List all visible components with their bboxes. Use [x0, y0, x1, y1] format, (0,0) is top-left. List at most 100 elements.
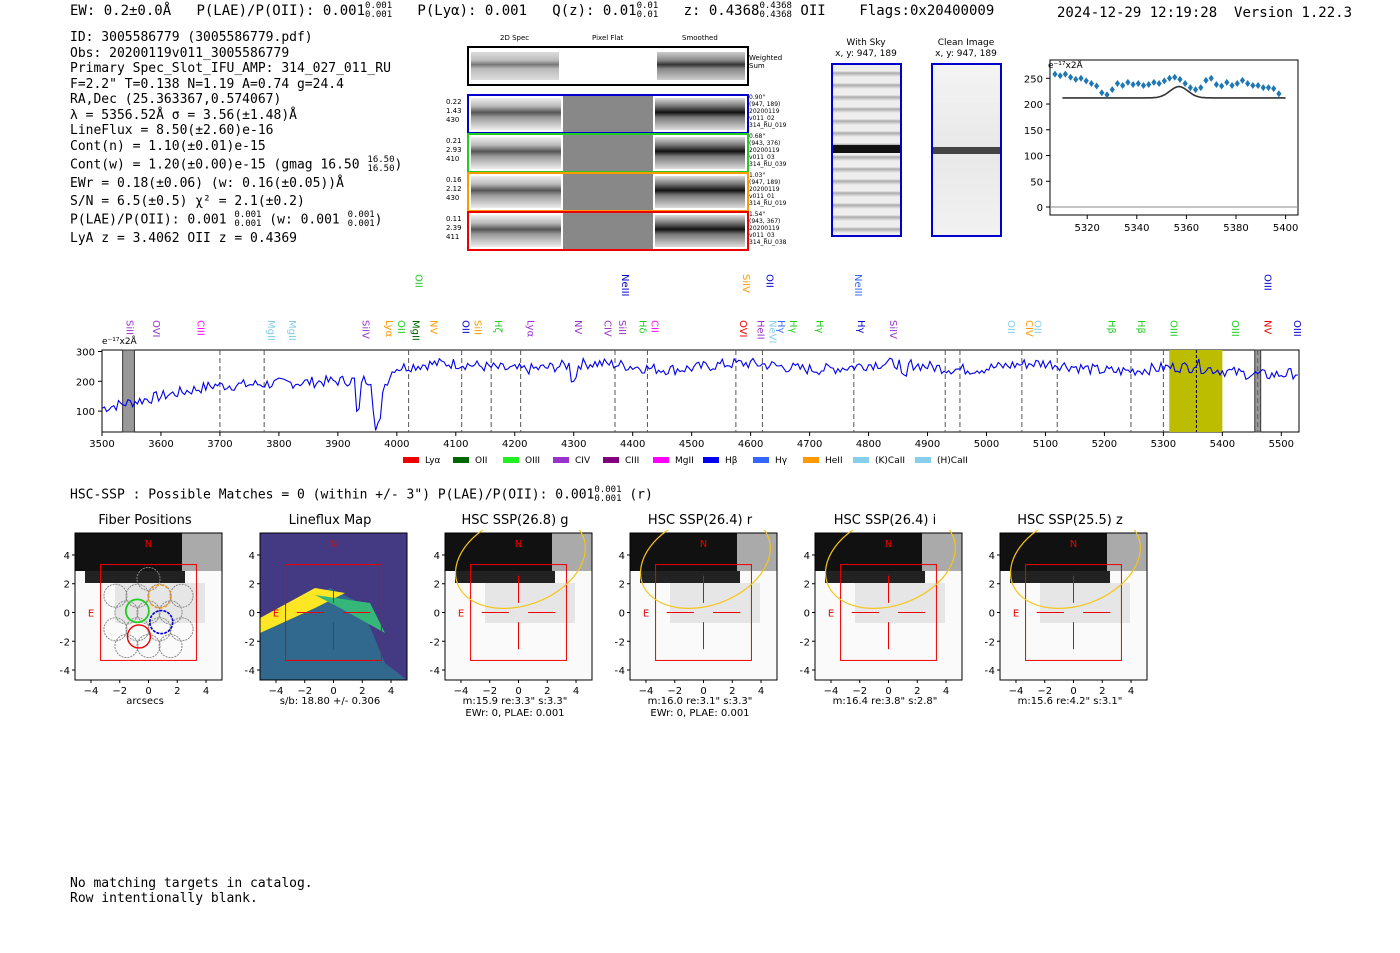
east-label: E — [273, 609, 279, 620]
row-stat: 0.21 — [446, 137, 462, 145]
full-ytick-label: 200 — [76, 377, 95, 388]
weighted-label: Weighted Sum — [749, 54, 783, 70]
with-sky-image — [831, 63, 902, 237]
hsc-panel-caption: s/b: 18.80 +/- 0.306 — [279, 696, 381, 707]
hsc-ytick-label: −4 — [985, 666, 995, 677]
zoom-xtick-label: 5380 — [1223, 223, 1248, 234]
zoom-data-point — [1109, 86, 1115, 94]
legend-swatch — [703, 457, 719, 463]
row-right-info: 0.68" (943, 376) 20200119 v011_03 314_RU_039 — [749, 133, 786, 168]
hsc-xtick-label: 4 — [388, 686, 394, 697]
hsc-panel-image: N E 4 2 0 −2 −4 −4 −2 0 2 4 — [615, 530, 778, 697]
galaxy-ellipse — [824, 530, 956, 609]
line-label: OVI — [150, 320, 161, 338]
hsc-panel-title: Fiber Positions — [98, 513, 192, 528]
legend-swatch — [653, 457, 669, 463]
info-id: ID: 3005586779 (3005586779.pdf) — [70, 30, 313, 45]
full-xtick-label: 3700 — [207, 439, 232, 450]
row-info: v011_03 — [749, 154, 775, 161]
fiber-circle — [158, 600, 183, 625]
legend-label: Hβ — [725, 456, 738, 465]
hsc-panel-caption: arcsecs — [126, 696, 164, 707]
row-smoothed — [655, 137, 745, 169]
row-info: 314_RU_019 — [749, 122, 787, 129]
line-label: Hγ — [855, 320, 866, 334]
legend-swatch — [603, 457, 619, 463]
line-label: CIV — [601, 320, 612, 337]
full-xtick-label: 4200 — [502, 439, 527, 450]
line-label: NV — [427, 320, 438, 334]
hsc-xtick-label: 4 — [1128, 686, 1134, 697]
hsc-xtick-label: 2 — [729, 686, 735, 697]
full-xtick-label: 5500 — [1269, 439, 1294, 450]
line-label: OIII — [1167, 320, 1178, 337]
row-smoothed — [655, 98, 745, 130]
north-label: N — [1070, 539, 1077, 550]
line-label: Hβ — [1135, 320, 1146, 334]
info-contw: Cont(w) = 1.20(±0.00)e-15 (gmag 16.50 16… — [70, 155, 403, 174]
row-stat: 0.22 — [446, 98, 462, 106]
hsc-ytick-label: 2 — [434, 580, 440, 591]
zoom-data-point — [1213, 80, 1220, 88]
zoom-data-point — [1151, 78, 1157, 86]
hsc-gray-band — [737, 533, 777, 571]
line-label: OII — [460, 320, 471, 334]
full-xtick-label: 4600 — [738, 439, 763, 450]
hsc-ytick-label: 4 — [989, 551, 995, 562]
hsc-xtick-label: −4 — [84, 686, 99, 697]
fiber-blue — [148, 609, 174, 635]
line-label: NeIII — [852, 274, 863, 296]
hsc-gray-band — [552, 533, 592, 571]
line-label: Hγ — [814, 320, 825, 334]
row-stat: 2.93 — [446, 146, 462, 154]
east-label: E — [88, 609, 94, 620]
row-stat: 0.16 — [446, 176, 462, 184]
hsc-ytick-label: −2 — [430, 637, 440, 648]
row-info: 314_RU_019 — [749, 200, 787, 207]
zoom-unit: e⁻¹⁷x2Å — [1048, 61, 1083, 71]
hsc-ytick-label: −4 — [800, 666, 810, 677]
hsc-xtick-label: 0 — [700, 686, 706, 697]
galaxy-ellipse — [639, 530, 771, 609]
hsc-xtick-label: 0 — [515, 686, 521, 697]
info-obs: Obs: 20200119v011_3005586779 — [70, 45, 290, 61]
hsc-dark-ledge — [85, 571, 185, 583]
full-xtick-label: 4000 — [384, 439, 409, 450]
full-xtick-label: 4900 — [915, 439, 940, 450]
hsc-ytick-label: 0 — [804, 609, 810, 620]
full-unit: e⁻¹⁷x2Å — [102, 337, 137, 347]
hsc-ytick-label: 4 — [249, 551, 255, 562]
east-label: E — [828, 609, 834, 620]
plae-w-hi: 0.001 — [347, 210, 375, 220]
row-2dspec — [471, 98, 561, 130]
row-info: (943, 376) — [749, 140, 781, 147]
info-contn: Cont(n) = 1.10(±0.01)e-15 — [70, 138, 266, 154]
zoom-ytick-label: 50 — [1030, 177, 1043, 188]
line-label: Hζ — [492, 320, 503, 333]
hsc-ytick-label: −2 — [800, 637, 810, 648]
hsc-lo: 0.001 — [594, 494, 622, 504]
row-2dspec — [471, 215, 561, 247]
legend-label: Hγ — [775, 456, 788, 465]
hsc-xtick-label: 0 — [1070, 686, 1076, 697]
zoom-ytick-label: 250 — [1024, 74, 1043, 85]
hsc-xtick-label: 0 — [330, 686, 336, 697]
line-label: MgII — [410, 320, 421, 341]
line-label: OII — [1005, 320, 1016, 334]
row-info: 1.03" — [749, 172, 766, 179]
hsc-xtick-label: −4 — [1009, 686, 1024, 697]
hsc-panel-title: Lineflux Map — [288, 513, 372, 528]
hsc-gray-band — [1107, 533, 1147, 571]
hsc-xtick-label: −4 — [454, 686, 469, 697]
line-label: MgII — [286, 320, 297, 341]
full-xtick-label: 4500 — [679, 439, 704, 450]
legend-swatch — [553, 457, 569, 463]
col-title-smoothed: Smoothed — [682, 34, 718, 42]
aperture-box — [1025, 564, 1122, 661]
aperture-box — [285, 564, 382, 661]
row-info: 20200119 — [749, 225, 780, 232]
zoom-data-point — [1135, 79, 1141, 87]
line-label: CII — [648, 320, 659, 333]
hsc-ytick-label: 4 — [434, 551, 440, 562]
legend-swatch — [753, 457, 769, 463]
